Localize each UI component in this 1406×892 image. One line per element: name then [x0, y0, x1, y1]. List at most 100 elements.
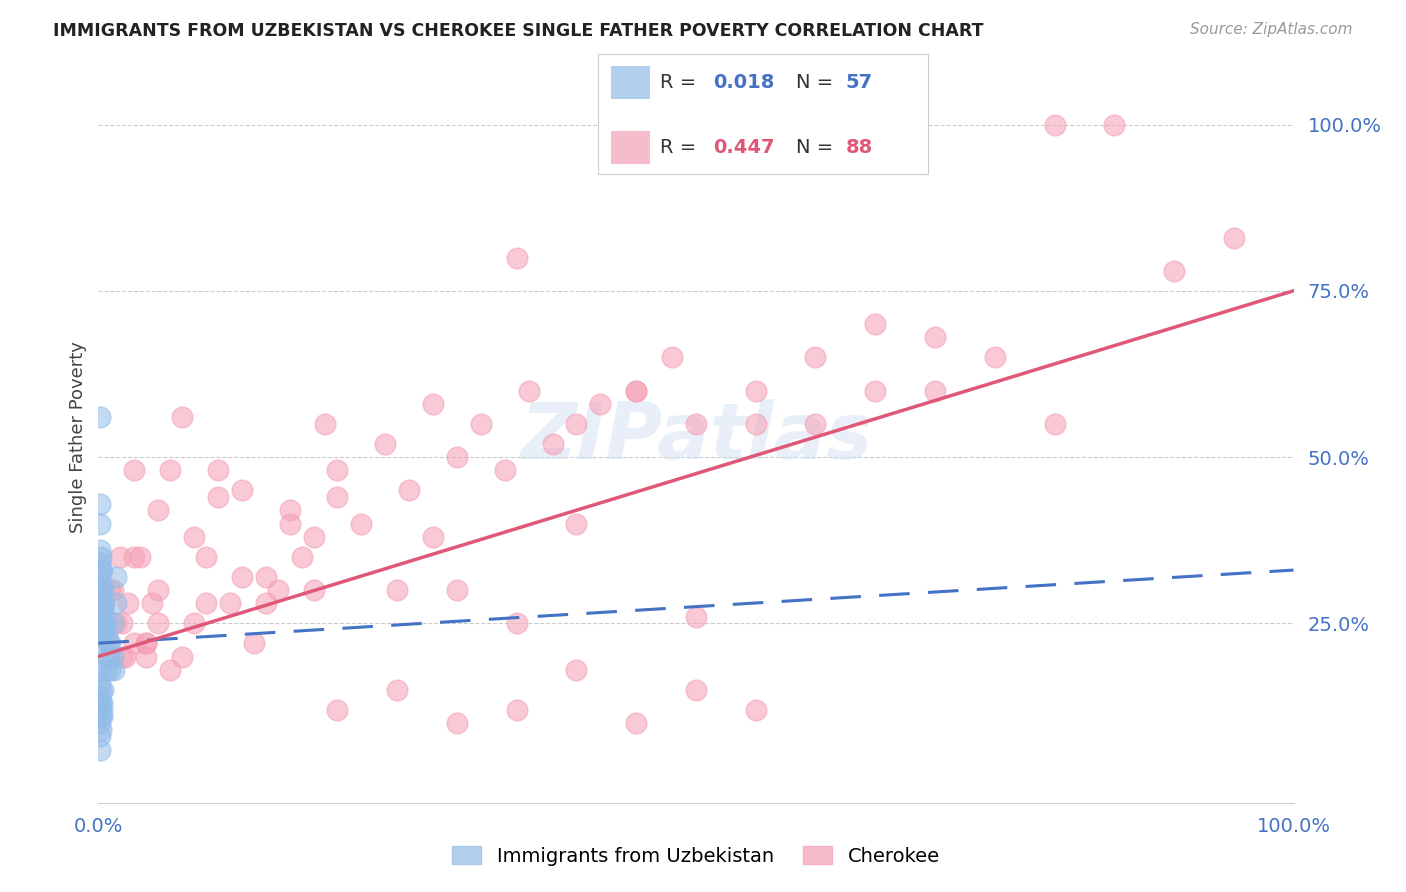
Point [91, 682, 114, 697]
Point [626, 716, 648, 731]
Point [89, 596, 111, 610]
Point [89, 570, 111, 584]
Point [626, 384, 648, 398]
Point [326, 703, 349, 717]
Point [89, 410, 111, 425]
Bar [610, 130, 651, 164]
Point [117, 596, 139, 610]
Point [231, 483, 253, 498]
Point [589, 397, 612, 411]
Point [350, 516, 373, 531]
Point [494, 463, 516, 477]
Point [506, 616, 529, 631]
Point [91, 623, 114, 637]
Point [91, 596, 114, 610]
Point [315, 417, 337, 431]
Point [506, 703, 529, 717]
Point [91, 563, 114, 577]
Point [111, 616, 134, 631]
Point [517, 384, 540, 398]
Point [101, 649, 124, 664]
Point [90, 723, 112, 737]
Point [148, 616, 170, 631]
Text: R =: R = [661, 138, 703, 157]
Point [91, 582, 114, 597]
Point [1104, 118, 1126, 132]
Point [506, 251, 529, 265]
Point [90, 603, 112, 617]
Point [745, 703, 768, 717]
Point [98, 649, 121, 664]
Point [141, 596, 163, 610]
Point [90, 636, 112, 650]
Point [91, 703, 114, 717]
Point [924, 330, 946, 344]
Text: 0.447: 0.447 [713, 138, 775, 157]
Point [101, 616, 124, 631]
Point [94, 663, 117, 677]
Text: Source: ZipAtlas.com: Source: ZipAtlas.com [1189, 22, 1353, 37]
Point [302, 582, 325, 597]
Point [685, 417, 707, 431]
Point [93, 596, 115, 610]
Point [90, 623, 112, 637]
Point [91, 709, 114, 723]
Point [108, 549, 131, 564]
Point [93, 623, 115, 637]
Point [89, 590, 111, 604]
Point [470, 417, 492, 431]
Point [385, 682, 409, 697]
Point [93, 596, 115, 610]
Point [89, 690, 111, 704]
Text: 57: 57 [845, 73, 873, 92]
Point [89, 716, 111, 731]
Point [97, 636, 120, 650]
Point [103, 663, 125, 677]
Point [89, 729, 111, 743]
Point [207, 490, 229, 504]
Point [984, 351, 1007, 365]
Point [254, 570, 277, 584]
Point [565, 516, 588, 531]
Point [446, 450, 468, 464]
Point [183, 530, 205, 544]
Point [446, 716, 468, 731]
Text: 0.018: 0.018 [713, 73, 775, 92]
Point [89, 703, 111, 717]
Point [148, 503, 170, 517]
Point [135, 636, 157, 650]
Point [207, 463, 229, 477]
Text: N =: N = [796, 73, 839, 92]
Point [124, 463, 146, 477]
Point [124, 636, 146, 650]
Point [90, 576, 112, 591]
Point [94, 616, 117, 631]
Point [326, 490, 349, 504]
Point [91, 603, 114, 617]
Point [90, 549, 112, 564]
Point [111, 649, 134, 664]
Legend: Immigrants from Uzbekistan, Cherokee: Immigrants from Uzbekistan, Cherokee [444, 838, 948, 873]
Point [1223, 230, 1246, 244]
Point [195, 549, 218, 564]
Point [626, 384, 648, 398]
Point [89, 663, 111, 677]
Text: N =: N = [796, 138, 839, 157]
Point [1043, 417, 1066, 431]
Point [278, 503, 301, 517]
Point [195, 596, 218, 610]
Point [105, 616, 128, 631]
Point [661, 351, 683, 365]
Point [91, 696, 114, 710]
Point [135, 636, 157, 650]
Point [90, 616, 112, 631]
Point [91, 582, 114, 597]
Point [114, 649, 136, 664]
Point [385, 582, 409, 597]
Text: 88: 88 [845, 138, 873, 157]
Point [422, 530, 444, 544]
Bar [610, 66, 651, 99]
Text: ZIPatlas: ZIPatlas [520, 399, 872, 475]
Point [98, 582, 122, 597]
Point [685, 682, 707, 697]
